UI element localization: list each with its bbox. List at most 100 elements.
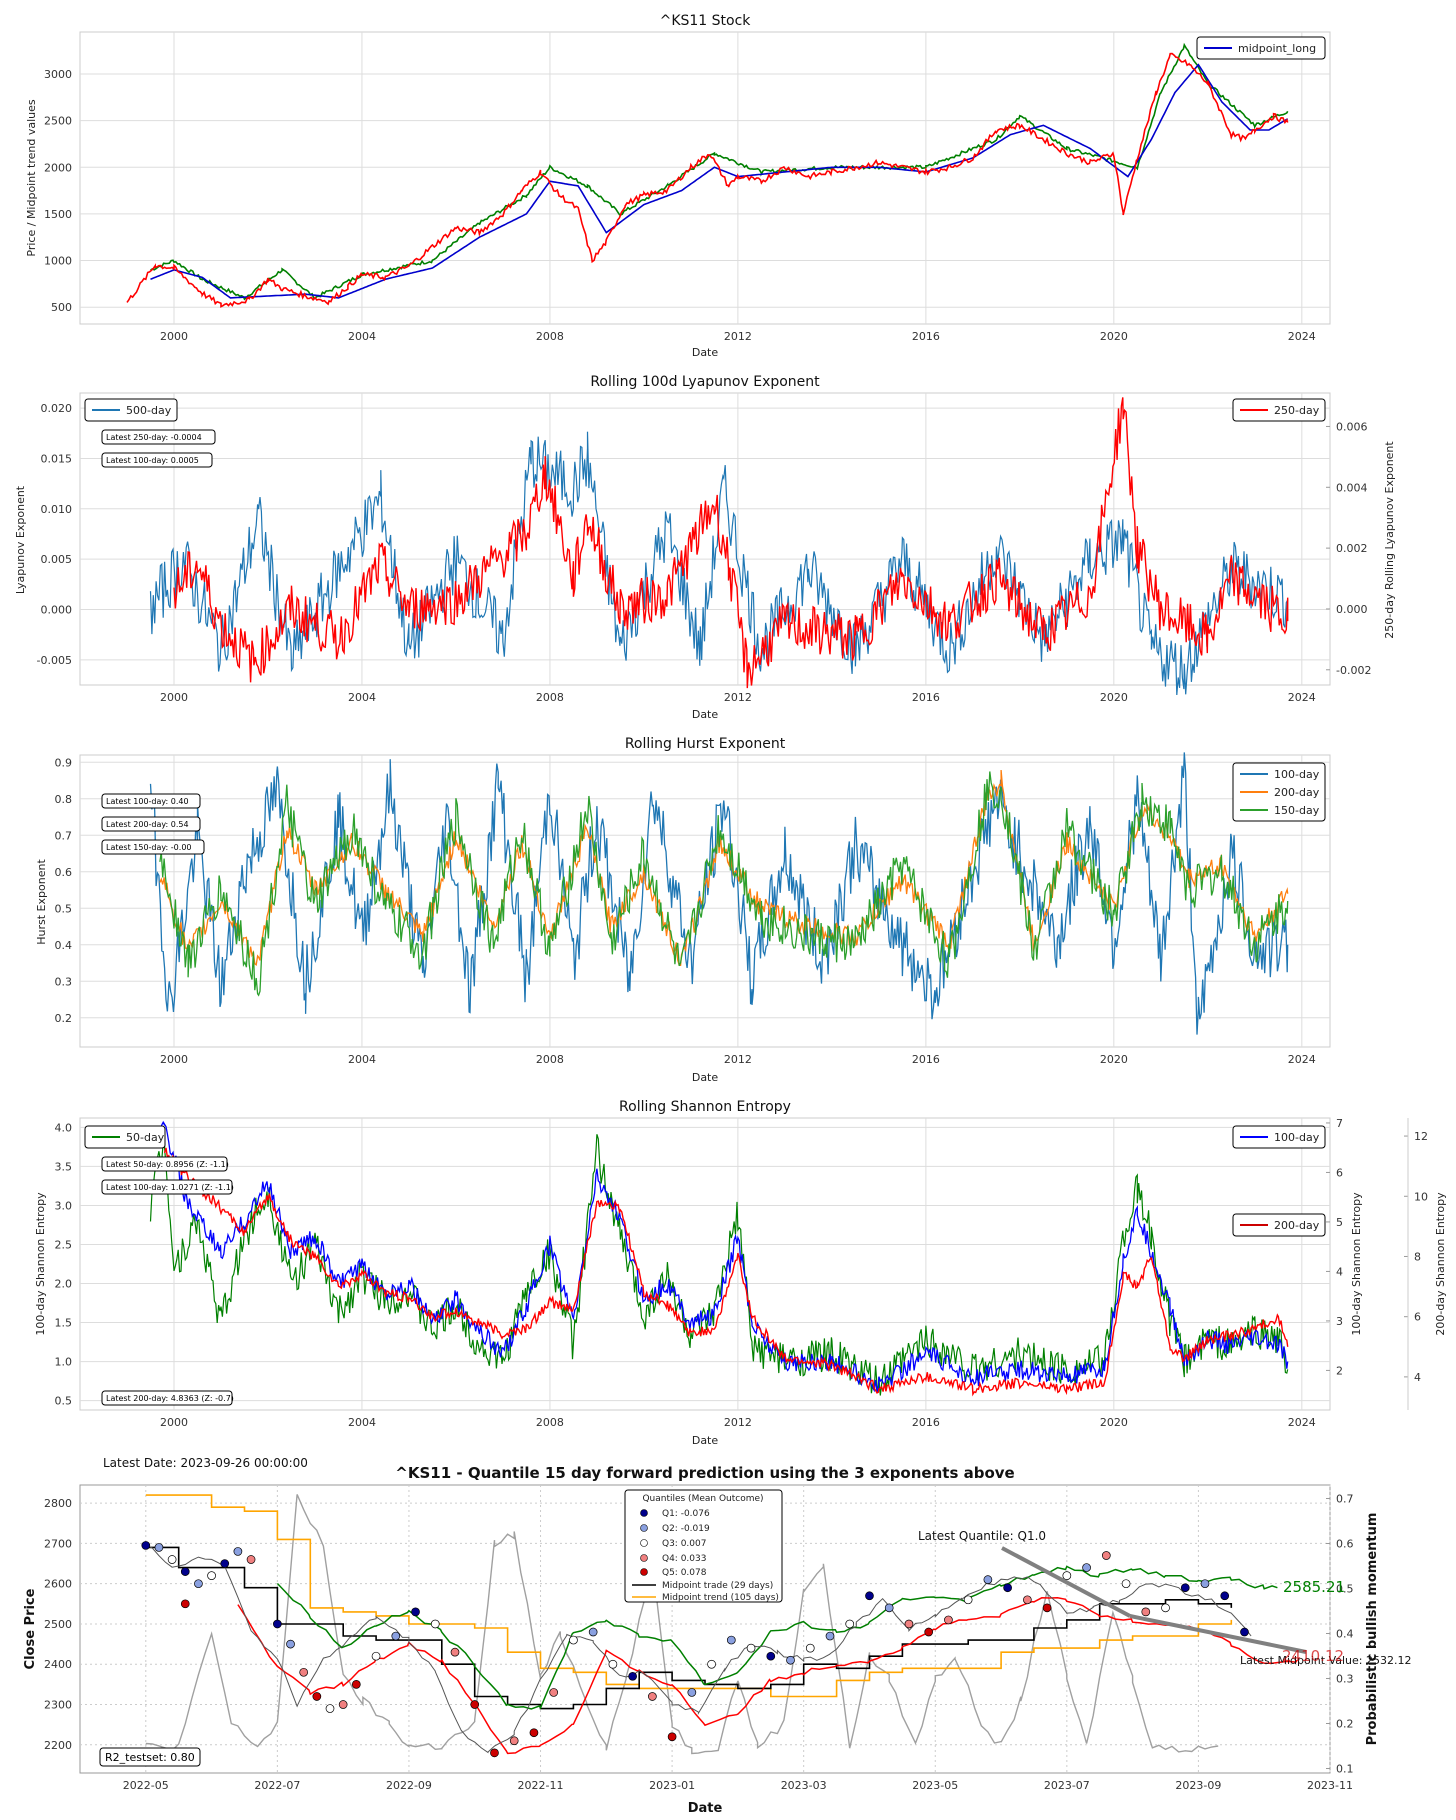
y-tick-label: 0.4 [55, 939, 73, 952]
quantile-chart-ylabel: Close Price [23, 1588, 38, 1669]
quantile-point [569, 1635, 578, 1645]
price-chart-xlabel: Date [692, 346, 719, 359]
quantile-point [667, 1732, 677, 1742]
x-tick-label: 2004 [348, 691, 376, 704]
quantile-point [371, 1651, 381, 1661]
series-bullish-momentum [145, 1494, 1219, 1755]
y-right-tick-label: 0.004 [1336, 481, 1368, 494]
quantile-chart-panel: Latest Date: 2023-09-26 00:00:00 ^KS11 -… [23, 1456, 1411, 1816]
quantile-point [490, 1748, 499, 1758]
quantile-point [220, 1559, 230, 1568]
quantile-point [924, 1627, 934, 1637]
x-tick-label: 2024 [1288, 691, 1316, 704]
legend-midpoint-trend: Midpoint trend (105 days) [662, 1593, 779, 1603]
quantile-point [233, 1547, 243, 1556]
entropy-chart-panel: Rolling Shannon Entropy 2000 2004 2008 2012… [34, 1099, 1447, 1447]
quantile-point [983, 1575, 993, 1585]
x-tick-label: 2004 [348, 330, 376, 343]
entropy-chart-ylabel-right2: 200-day Shannon Entropy [1434, 1192, 1447, 1336]
series-midpoint-trade [145, 1546, 1233, 1710]
y-tick-label: 3.0 [55, 1199, 73, 1212]
series-close [145, 1544, 1252, 1754]
x-tick-label: 2008 [536, 1053, 564, 1066]
entropy-chart-ylabel-right: 100-day Shannon Entropy [1350, 1192, 1363, 1336]
x-tick-label: 2022-11 [518, 1779, 564, 1792]
series-entropy-50 [149, 1128, 1289, 1396]
quantile-point [1042, 1603, 1052, 1613]
x-tick-label: 2020 [1100, 1416, 1128, 1429]
quantile-point [904, 1619, 914, 1629]
lyapunov-legend-left: 500-day [84, 398, 178, 422]
x-tick-label: 2024 [1288, 1053, 1316, 1066]
y-tick-label: 0.2 [55, 1012, 73, 1025]
x-tick-label: 2008 [536, 1416, 564, 1429]
series-hurst-100-day [149, 752, 1289, 1035]
hurst-legend: 100-day 200-day 150-day [1232, 762, 1326, 822]
y-tick-label: 2400 [44, 1658, 72, 1671]
x-tick-label: 2012 [724, 1053, 752, 1066]
x-tick-label: 2004 [348, 1053, 376, 1066]
annotation-entropy-200: Latest 200-day: 4.8363 (Z: -0.7) [106, 1394, 234, 1403]
quantile-point [180, 1599, 190, 1609]
y-right-tick-label: 0.002 [1336, 542, 1368, 555]
x-tick-label: 2023-05 [912, 1779, 958, 1792]
quantile-point [1101, 1551, 1111, 1560]
quantile-point [549, 1688, 559, 1697]
legend-hurst-200: 200-day [1274, 786, 1320, 799]
x-tick-label: 2022-05 [123, 1779, 169, 1792]
quantile-point [470, 1700, 480, 1709]
annotation-hurst-200: Latest 200-day: 0.54 [106, 820, 189, 829]
legend-500-day: 500-day [126, 404, 172, 417]
quantile-point [865, 1591, 874, 1601]
annotation-latest-100: Latest 100-day: 0.0005 [106, 456, 199, 465]
quantile-point [299, 1667, 309, 1677]
y-tick-label: 500 [51, 301, 72, 314]
annotation-entropy-50: Latest 50-day: 0.8956 (Z: -1.1) [106, 1160, 229, 1169]
quantile-point [325, 1704, 335, 1713]
x-tick-label: 2000 [160, 1416, 188, 1429]
annotation-latest-midpoint: Latest Midpoint Value: 2532.12 [1240, 1654, 1411, 1667]
x-tick-label: 2008 [536, 330, 564, 343]
quantile-point [1121, 1579, 1131, 1589]
quantile-chart-xlabel: Date [688, 1801, 723, 1816]
entropy-chart-title: Rolling Shannon Entropy [619, 1099, 791, 1115]
legend-hurst-100: 100-day [1274, 768, 1320, 781]
quantile-chart-title: ^KS11 - Quantile 15 day forward predicti… [395, 1464, 1014, 1482]
lyapunov-chart-xlabel: Date [692, 708, 719, 721]
x-tick-label: 2016 [912, 1416, 940, 1429]
quantile-point [648, 1692, 657, 1701]
y-tick-label: 0.9 [55, 756, 73, 769]
entropy-chart-ylabel: 100-day Shannon Entropy [34, 1192, 47, 1336]
x-tick-label: 2012 [724, 1416, 752, 1429]
quantile-point [766, 1651, 776, 1661]
quantile-point [1141, 1607, 1151, 1617]
y-tick-label: 2700 [44, 1537, 72, 1550]
y-right-tick-label: 0.006 [1336, 420, 1368, 433]
quantile-chart-ylabel-right: Probabilistic bullish momentum [1365, 1513, 1380, 1746]
y-right-tick-label: -0.002 [1336, 664, 1371, 677]
legend-q4: Q4: 0.033 [662, 1554, 706, 1564]
y-tick-label: 2.5 [55, 1238, 73, 1251]
legend-250-day: 250-day [1274, 404, 1320, 417]
y-right-tick-label: 12 [1414, 1130, 1428, 1143]
x-tick-label: 2000 [160, 330, 188, 343]
quantile-point [845, 1619, 855, 1629]
lyapunov-chart-ylabel-right: 250-day Rolling Lyapunov Exponent [1383, 441, 1396, 639]
series-midpoint-long [150, 63, 1289, 299]
x-tick-label: 2020 [1100, 1053, 1128, 1066]
x-tick-label: 2020 [1100, 691, 1128, 704]
annotation-trend-value: 2585.21 [1283, 1578, 1345, 1596]
y-right-tick-label: 8 [1414, 1250, 1421, 1263]
y-tick-label: 2.0 [55, 1278, 73, 1291]
legend-entropy-50: 50-day [126, 1131, 165, 1144]
quantile-point [338, 1700, 348, 1709]
quantile-point [884, 1603, 894, 1613]
y-tick-label: 0.6 [55, 866, 73, 879]
x-tick-label: 2000 [160, 1053, 188, 1066]
annotation-entropy-100: Latest 100-day: 1.0271 (Z: -1.1) [106, 1183, 234, 1192]
x-tick-label: 2022-09 [386, 1779, 432, 1792]
quantile-legend: Quantiles (Mean Outcome) Q1: -0.076 Q2: … [624, 1489, 783, 1603]
legend-hurst-150: 150-day [1274, 804, 1320, 817]
series-250-day [173, 397, 1289, 689]
